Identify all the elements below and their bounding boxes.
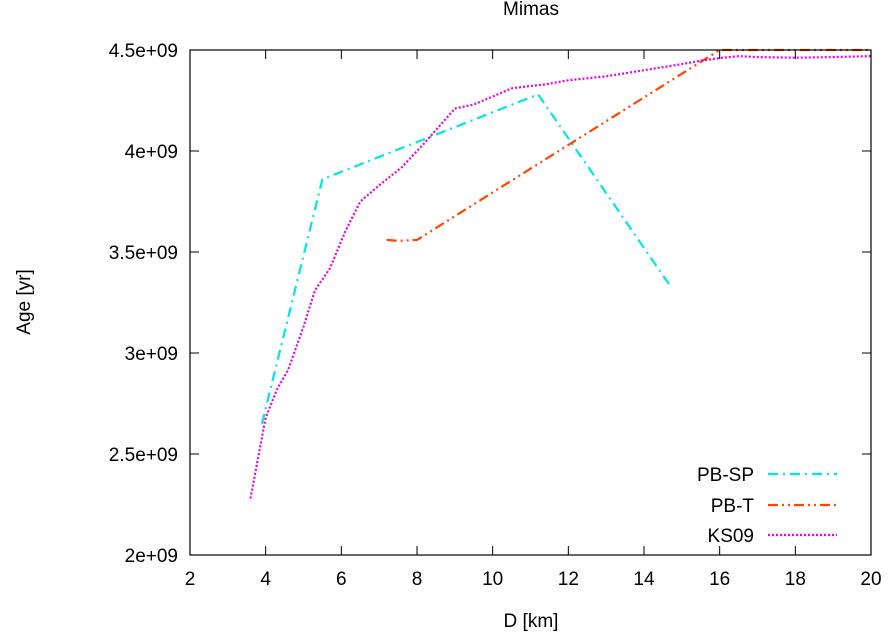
y-tick-label: 3e+09	[125, 344, 178, 365]
series-line-ks09	[249, 54, 872, 499]
y-tick-label: 3.5e+09	[109, 243, 178, 264]
legend-label-pb-t: PB-T	[711, 496, 755, 517]
x-tick-label: 18	[785, 569, 806, 590]
tick-layer: 2 4 6 8 10 12 14 16 18 20 2e+09 2.5e+09 3e+09 3.5e+09…	[109, 41, 882, 590]
plot-frame	[189, 49, 872, 556]
series-layer	[249, 48, 872, 499]
x-tick-label: 16	[709, 569, 730, 590]
x-tick-label: 14	[633, 569, 655, 590]
y-tick-label: 2.5e+09	[109, 445, 178, 466]
series-line-pb-t	[386, 48, 871, 243]
x-tick-label: 6	[336, 569, 347, 590]
x-tick-label: 4	[260, 569, 271, 590]
legend: PB-SP PB-T KS09	[697, 465, 837, 547]
x-axis-label: D [km]	[504, 611, 559, 632]
y-axis-label: Age [yr]	[14, 269, 35, 334]
legend-label-pb-sp: PB-SP	[697, 465, 754, 486]
series-line-pb-sp	[260, 93, 672, 424]
x-tick-label: 2	[185, 569, 196, 590]
legend-label-ks09: KS09	[708, 526, 754, 547]
y-tick-label: 4.5e+09	[109, 41, 178, 62]
x-tick-label: 10	[482, 569, 503, 590]
y-tick-label: 4e+09	[125, 142, 178, 163]
y-tick-label: 2e+09	[125, 546, 178, 567]
x-tick-label: 8	[412, 569, 423, 590]
chart-title: Mimas	[503, 0, 559, 20]
x-tick-label: 12	[558, 569, 579, 590]
x-tick-label: 20	[860, 569, 881, 590]
